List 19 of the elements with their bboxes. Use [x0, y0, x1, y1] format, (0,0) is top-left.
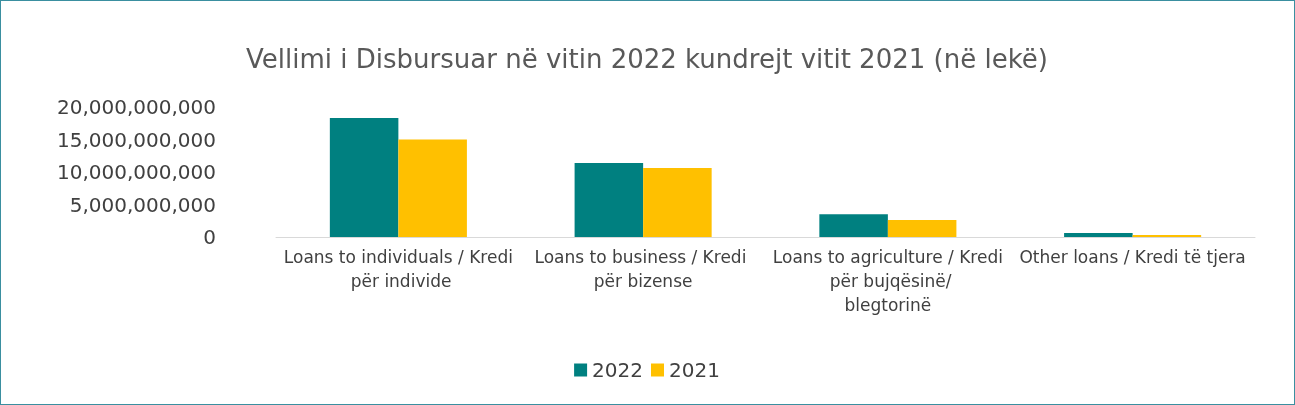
y-tick-label: 10,000,000,000 — [56, 160, 216, 184]
bar — [574, 162, 644, 237]
bar — [1064, 233, 1133, 237]
bar — [887, 220, 957, 237]
bar — [398, 139, 467, 237]
y-tick-label: 15,000,000,000 — [56, 127, 216, 152]
y-tick-label: 0 — [203, 225, 216, 249]
x-tick-label: Loans to business / Kredi për bizense — [534, 247, 752, 291]
legend-label: 2021 — [669, 358, 720, 382]
bar — [643, 168, 712, 237]
chart-title: Vellimi i Disbursuar në vitin 2022 kundrejt vitit 2021 (në lekë) — [246, 44, 1048, 74]
bar — [819, 214, 888, 237]
legend-label: 2022 — [592, 358, 644, 382]
x-tick-label: Loans to agriculture / Kredi për bujqësinë/blegtorinë — [772, 247, 1003, 315]
x-tick-label: Loans to individuals / Kredi për individe — [283, 247, 513, 291]
x-tick-label: Other loans / Kredi të tjera — [1019, 247, 1246, 267]
bar — [329, 118, 399, 237]
y-tick-label: 20,000,000,000 — [56, 95, 216, 119]
y-tick-label: 5,000,000,000 — [69, 192, 216, 217]
